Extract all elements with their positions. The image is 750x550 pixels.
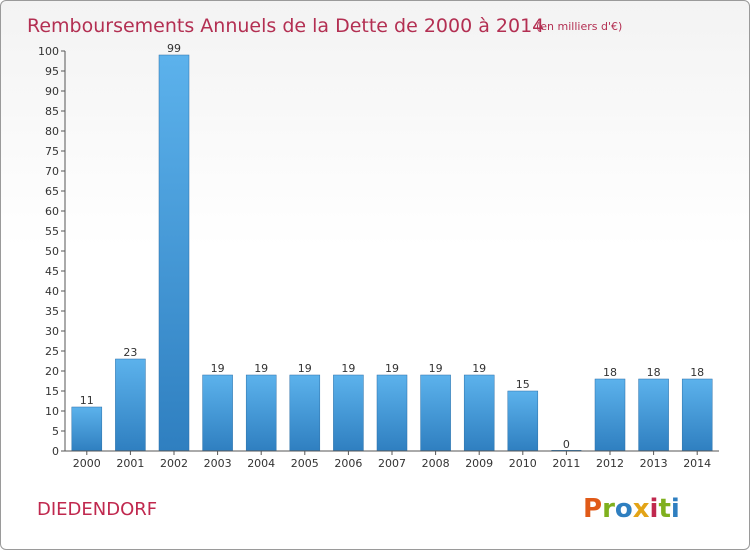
y-tick-label: 55 [45, 225, 59, 238]
logo-letter: o [615, 494, 633, 524]
bar-2004 [245, 374, 277, 452]
logo-letter: P [583, 494, 602, 524]
bar-2010 [507, 390, 539, 452]
logo-letter: r [602, 494, 615, 524]
bar-2012 [594, 378, 626, 452]
bar-2001 [115, 358, 146, 452]
logo-letter: i [650, 494, 659, 524]
x-tick-label-2002: 2002 [160, 457, 188, 470]
bar-2013 [638, 378, 669, 452]
proxiti-logo-text: Proxiti [583, 494, 680, 524]
bar-2003 [202, 374, 233, 452]
y-tick-label: 60 [45, 205, 59, 218]
x-tick-label-2010: 2010 [509, 457, 537, 470]
x-tick-label-2011: 2011 [552, 457, 580, 470]
value-label-2010: 15 [516, 378, 530, 391]
x-tick-label-2008: 2008 [422, 457, 450, 470]
bar-2002 [158, 54, 190, 452]
y-tick-label: 20 [45, 365, 59, 378]
y-tick-label: 90 [45, 85, 59, 98]
proxiti-logo: Proxiti [583, 494, 680, 524]
value-label-2009: 19 [472, 362, 486, 375]
y-tick-label: 40 [45, 285, 59, 298]
y-tick-label: 45 [45, 265, 59, 278]
bar-2007 [376, 374, 408, 452]
y-tick-label: 65 [45, 185, 59, 198]
bar-2000 [71, 406, 103, 452]
logo-letter: x [633, 494, 650, 524]
value-label-2002: 99 [167, 42, 181, 55]
value-label-2006: 19 [341, 362, 355, 375]
y-tick-label: 70 [45, 165, 59, 178]
value-label-2005: 19 [298, 362, 312, 375]
value-label-2003: 19 [211, 362, 225, 375]
value-label-2011: 0 [563, 438, 570, 451]
x-tick-label-2007: 2007 [378, 457, 406, 470]
y-tick-label: 85 [45, 105, 59, 118]
y-axis: 0 5 10 15 20 25 30 35 40 45 50 55 60 65 70 75 80 85 90 95 10… [38, 45, 66, 458]
logo-letter: i [671, 494, 680, 524]
value-label-2001: 23 [123, 346, 137, 359]
y-tick-label: 100 [38, 45, 59, 58]
value-label-2004: 19 [254, 362, 268, 375]
y-tick-label: 0 [52, 445, 59, 458]
value-label-2000: 11 [80, 394, 94, 407]
x-tick-label-2004: 2004 [247, 457, 275, 470]
y-tick-label: 80 [45, 125, 59, 138]
y-tick-label: 5 [52, 425, 59, 438]
bar-2006 [333, 374, 364, 452]
x-tick-label-2001: 2001 [116, 457, 144, 470]
value-label-2008: 19 [429, 362, 443, 375]
x-tick-label-2014: 2014 [683, 457, 711, 470]
x-tick-label-2000: 2000 [73, 457, 101, 470]
x-tick-label-2013: 2013 [640, 457, 668, 470]
y-tick-label: 75 [45, 145, 59, 158]
bar-2005 [289, 374, 321, 452]
y-tick-label: 30 [45, 325, 59, 338]
y-tick-label: 95 [45, 65, 59, 78]
x-tick-label-2006: 2006 [334, 457, 362, 470]
x-tick-label-2009: 2009 [465, 457, 493, 470]
y-tick-label: 50 [45, 245, 59, 258]
x-tick-label-2003: 2003 [204, 457, 232, 470]
value-label-2013: 18 [647, 366, 661, 379]
value-label-2014: 18 [690, 366, 704, 379]
bar-2009 [463, 374, 495, 452]
x-tick-label-2005: 2005 [291, 457, 319, 470]
value-label-2012: 18 [603, 366, 617, 379]
bar-2014 [681, 378, 713, 452]
x-axis: 2000 2001 2002 2003 2004 2005 2006 2007 2008 2009… [65, 450, 719, 470]
chart-title: Remboursements Annuels de la Dette de 20… [27, 15, 544, 37]
value-label-2007: 19 [385, 362, 399, 375]
y-tick-label: 10 [45, 405, 59, 418]
bar-2008 [420, 374, 451, 452]
y-tick-label: 35 [45, 305, 59, 318]
x-tick-label-2012: 2012 [596, 457, 624, 470]
y-tick-label: 25 [45, 345, 59, 358]
commune-name: DIEDENDORF [37, 499, 157, 520]
chart-subtitle: (en milliers d'€) [536, 20, 622, 33]
logo-letter: t [658, 494, 670, 524]
y-tick-label: 15 [45, 385, 59, 398]
bars-group: 11 23 99 19 19 19 19 19 19 19 15 0 18 18 18 [71, 42, 713, 452]
